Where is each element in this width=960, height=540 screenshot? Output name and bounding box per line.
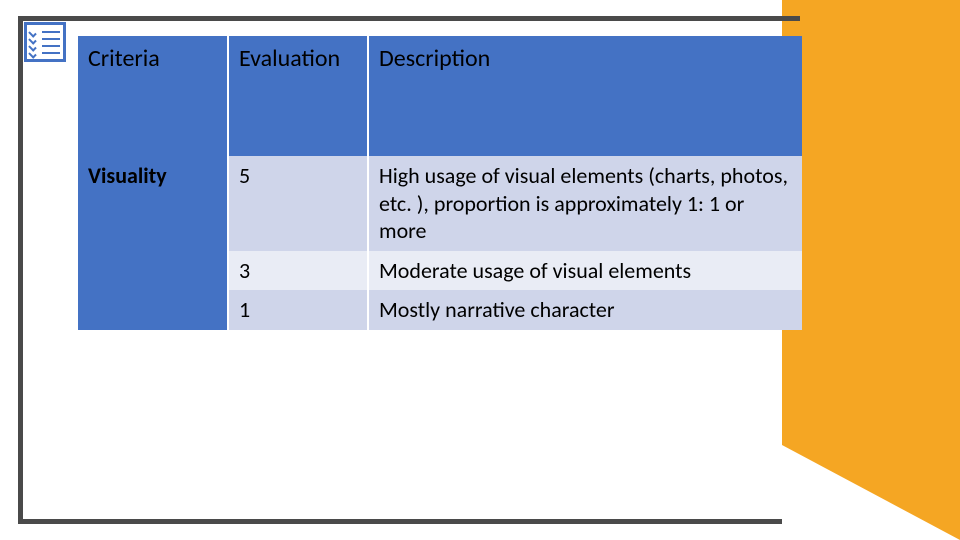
cell-description: Mostly narrative character	[368, 290, 802, 330]
checklist-icon	[24, 22, 66, 62]
frame-border-left	[18, 16, 23, 524]
col-header-description: Description	[368, 36, 802, 156]
cell-criteria	[78, 251, 228, 291]
cell-evaluation: 5	[228, 156, 368, 251]
table-row: Visuality 5 High usage of visual element…	[78, 156, 802, 251]
criteria-table: Criteria Evaluation Description Visualit…	[78, 36, 802, 330]
table-row: 3 Moderate usage of visual elements	[78, 251, 802, 291]
cell-criteria: Visuality	[78, 156, 228, 251]
table-header-row: Criteria Evaluation Description	[78, 36, 802, 156]
cell-description: Moderate usage of visual elements	[368, 251, 802, 291]
col-header-evaluation: Evaluation	[228, 36, 368, 156]
col-header-criteria: Criteria	[78, 36, 228, 156]
accent-notch	[782, 445, 960, 540]
cell-evaluation: 1	[228, 290, 368, 330]
frame-border-bottom	[18, 519, 800, 524]
frame-border-top	[18, 16, 800, 21]
cell-evaluation: 3	[228, 251, 368, 291]
table-row: 1 Mostly narrative character	[78, 290, 802, 330]
cell-description: High usage of visual elements (charts, p…	[368, 156, 802, 251]
cell-criteria	[78, 290, 228, 330]
